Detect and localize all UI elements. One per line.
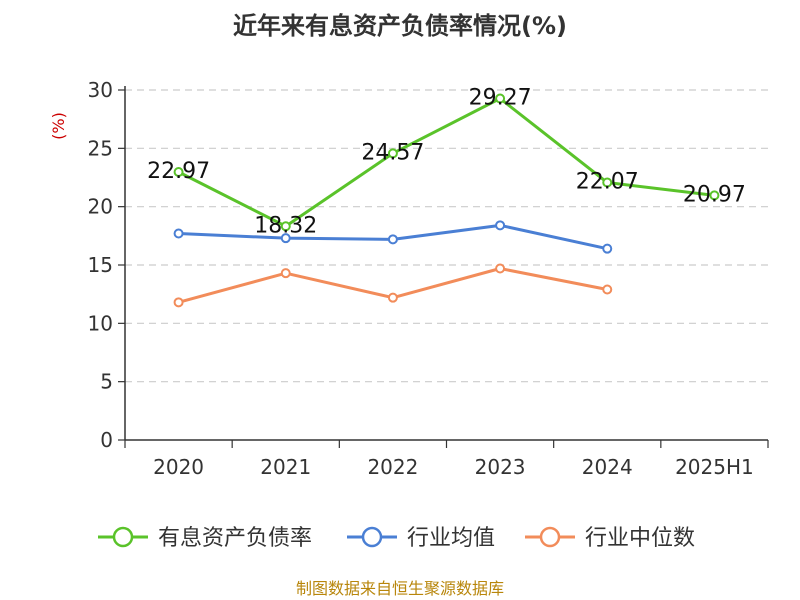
legend-label: 行业均值 [407, 526, 495, 551]
x-tick-label: 2021 [260, 455, 311, 479]
source-note: 制图数据来自恒生聚源数据库 [296, 579, 504, 598]
x-tick-label: 2024 [582, 455, 633, 479]
data-point[interactable] [602, 284, 613, 295]
legend-item-1[interactable]: 行业均值 [347, 526, 495, 551]
data-point[interactable] [280, 268, 291, 279]
y-tick-label: 10 [88, 311, 113, 335]
data-label: 20.97 [683, 182, 746, 207]
data-point[interactable] [173, 297, 184, 308]
data-point[interactable] [280, 233, 291, 244]
x-tick-label: 2022 [367, 455, 418, 479]
data-point[interactable] [495, 93, 506, 104]
data-label: 18.32 [254, 213, 317, 238]
axes: 0 5 10 15 20 25 30 2020 2021 2022 2023 2024 2025H1 [88, 78, 769, 479]
data-point[interactable] [387, 234, 398, 245]
y-axis-label: (%) [49, 112, 68, 140]
series-line-0 [177, 97, 715, 228]
data-label: 29.27 [469, 86, 532, 111]
data-label: 22.97 [147, 159, 210, 184]
data-point[interactable] [280, 221, 291, 232]
legend-label: 有息资产负债率 [158, 526, 312, 551]
data-point[interactable] [387, 292, 398, 303]
legend-swatch-marker [112, 526, 134, 548]
legend-item-0[interactable]: 有息资产负债率 [98, 526, 312, 551]
data-point[interactable] [495, 263, 506, 274]
x-tick-label: 2025H1 [675, 455, 754, 479]
data-point[interactable] [173, 167, 184, 178]
legend-swatch-marker [539, 526, 561, 548]
data-point[interactable] [709, 190, 720, 201]
data-label: 22.07 [576, 170, 639, 195]
data-point[interactable] [495, 220, 506, 231]
data-point[interactable] [602, 243, 613, 254]
legend-label: 行业中位数 [585, 526, 695, 551]
x-tick-label: 2020 [153, 455, 204, 479]
series-lines [173, 93, 720, 308]
data-point[interactable] [602, 177, 613, 188]
legend-swatch-marker [361, 526, 383, 548]
x-tick-label: 2023 [475, 455, 526, 479]
data-point[interactable] [173, 228, 184, 239]
chart-title: 近年来有息资产负债率情况(%) [233, 12, 567, 40]
data-label: 24.57 [361, 140, 424, 165]
y-tick-label: 30 [88, 78, 113, 102]
data-labels: 22.97 18.32 24.57 29.27 22.07 20.97 [147, 86, 746, 239]
legend-item-2[interactable]: 行业中位数 [525, 526, 695, 551]
y-tick-label: 20 [88, 195, 113, 219]
data-point[interactable] [387, 148, 398, 159]
y-tick-label: 0 [100, 428, 113, 452]
y-tick-label: 5 [100, 370, 113, 394]
legend[interactable]: 有息资产负债率 行业均值 行业中位数 [98, 526, 695, 551]
y-tick-label: 25 [88, 136, 113, 160]
y-tick-label: 15 [88, 253, 113, 277]
